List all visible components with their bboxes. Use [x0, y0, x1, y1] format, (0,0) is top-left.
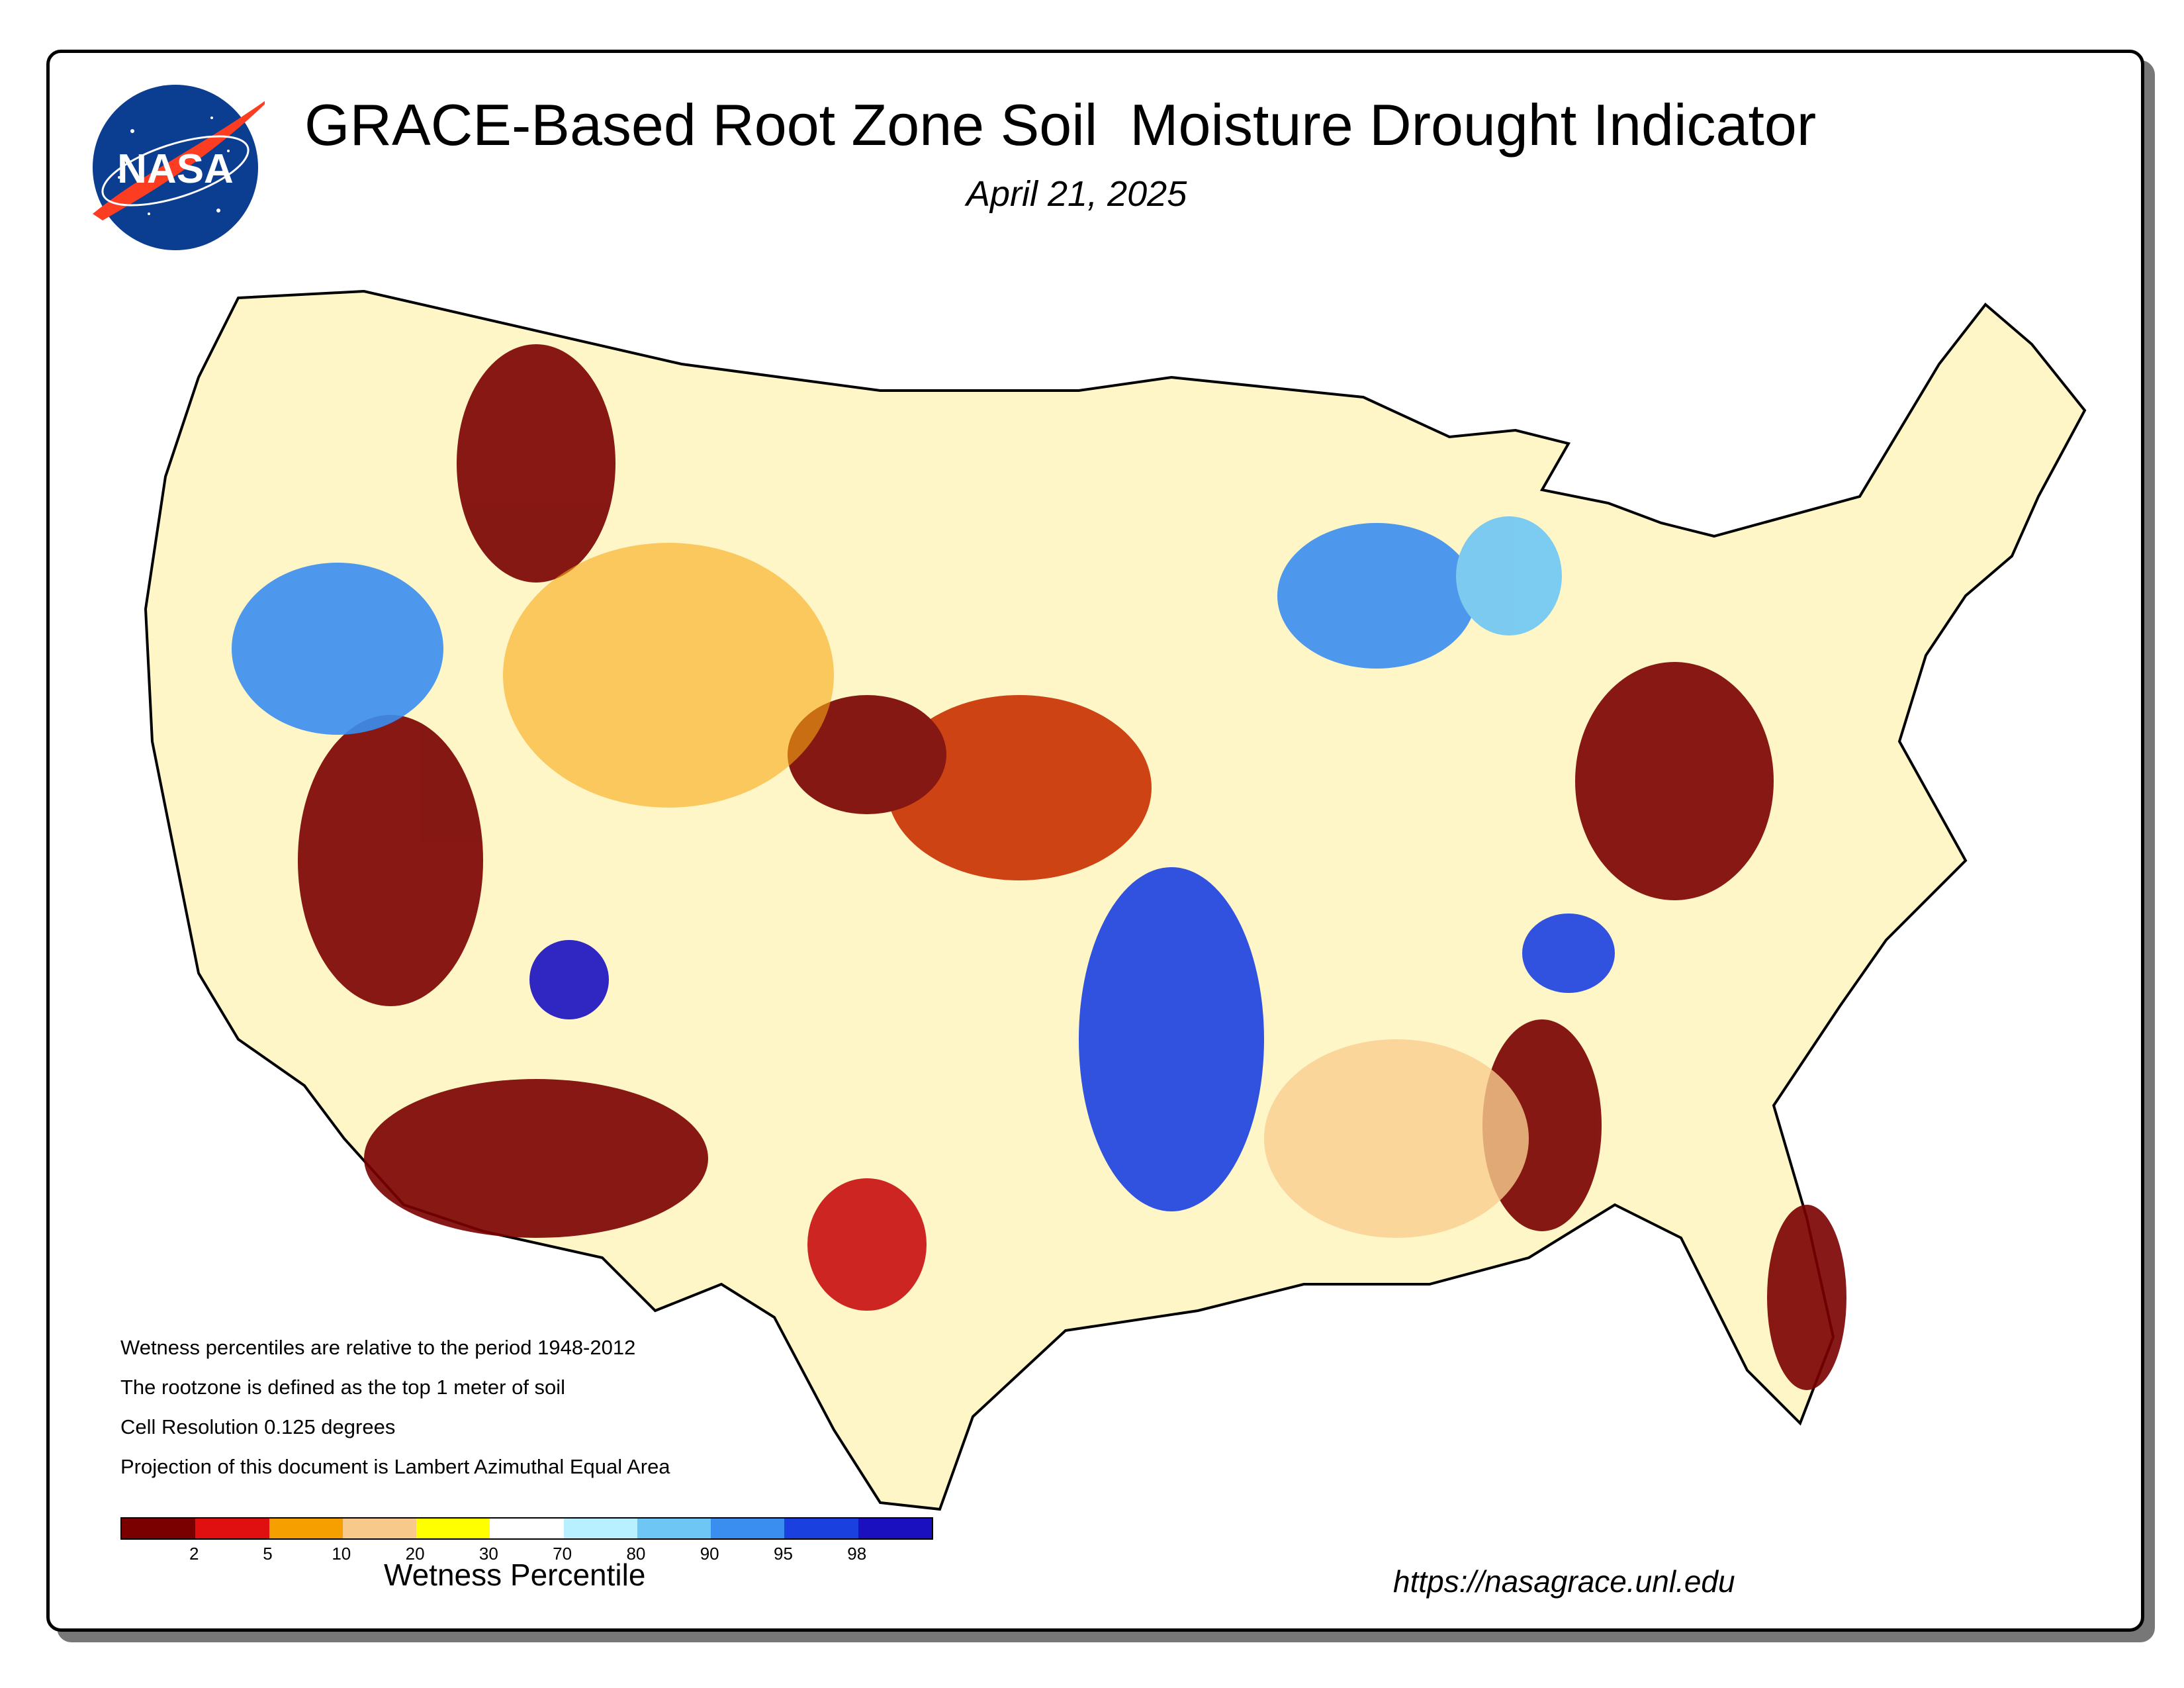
legend-swatch [858, 1519, 932, 1538]
legend-swatch [416, 1519, 490, 1538]
legend-swatch [637, 1519, 711, 1538]
legend-tick-label: 80 [626, 1544, 646, 1564]
dry-regions [298, 344, 1846, 1390]
legend-tick-label: 95 [773, 1544, 793, 1564]
legend-tick-label: 10 [332, 1544, 351, 1564]
legend-tick-label: 30 [478, 1544, 498, 1564]
note-rootzone-definition: The rootzone is defined as the top 1 met… [120, 1376, 566, 1399]
legend-swatch [342, 1519, 417, 1538]
legend-swatch [195, 1519, 269, 1538]
legend-swatch [269, 1519, 343, 1538]
legend-tick-label: 98 [847, 1544, 867, 1564]
legend-tick-label: 2 [189, 1544, 199, 1564]
legend-tick-label: 20 [405, 1544, 425, 1564]
nasa-logo: NASA [93, 85, 265, 250]
legend-tick-label: 90 [700, 1544, 719, 1564]
note-projection: Projection of this document is Lambert A… [120, 1455, 670, 1478]
drought-map [144, 289, 2087, 1511]
legend-tick-label: 70 [553, 1544, 572, 1564]
legend-swatch [563, 1519, 637, 1538]
source-url: https://nasagrace.unl.edu [1393, 1564, 1735, 1599]
legend-tick-label: 5 [263, 1544, 273, 1564]
legend-swatch [711, 1519, 785, 1538]
legend-title: Wetness Percentile [384, 1558, 646, 1592]
legend-swatch [784, 1519, 858, 1538]
legend-swatch [490, 1519, 564, 1538]
wet-regions [232, 516, 1615, 1211]
note-percentile-period: Wetness percentiles are relative to the … [120, 1336, 636, 1359]
nasa-logo-text: NASA [117, 146, 234, 192]
legend-swatch [122, 1519, 196, 1538]
legend-color-bar [120, 1517, 933, 1540]
map-date: April 21, 2025 [966, 174, 1187, 214]
note-cell-resolution: Cell Resolution 0.125 degrees [120, 1415, 396, 1438]
page-title: GRACE-Based Root Zone Soil Moisture Drou… [304, 92, 1817, 158]
